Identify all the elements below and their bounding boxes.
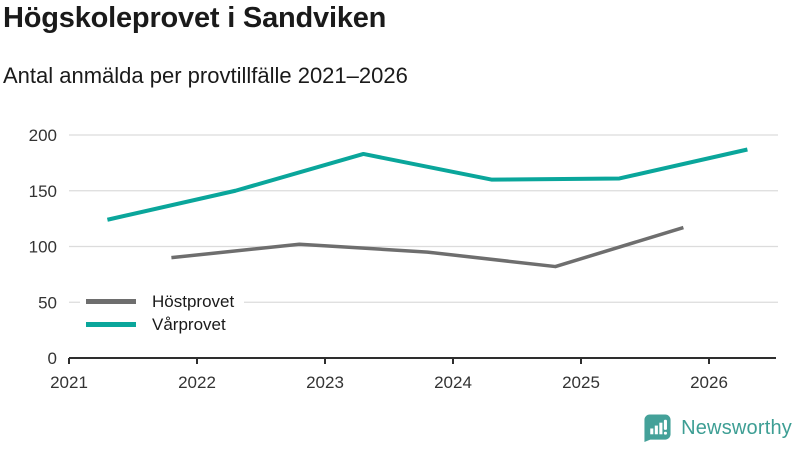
chart-legend: Höstprovet Vårprovet <box>80 289 245 337</box>
page-title: Högskoleprovet i Sandviken <box>3 2 387 34</box>
newsworthy-wordmark: Newsworthy <box>681 416 792 439</box>
legend-swatch-hostprovet <box>86 299 136 304</box>
x-tick-label-2023: 2023 <box>306 373 344 392</box>
x-tick-label-2021: 2021 <box>50 373 88 392</box>
x-tick-label-2026: 2026 <box>690 373 728 392</box>
page-subtitle: Antal anmälda per provtillfälle 2021–202… <box>3 63 408 88</box>
legend-item-hostprovet: Höstprovet <box>86 290 234 313</box>
y-tick-label-100: 100 <box>29 238 57 257</box>
y-tick-label-0: 0 <box>48 349 57 368</box>
legend-item-varprovet: Vårprovet <box>86 313 234 336</box>
legend-label-hostprovet: Höstprovet <box>152 291 235 311</box>
series-line-vrprovet <box>106 147 748 222</box>
x-tick-label-2024: 2024 <box>434 373 472 392</box>
legend-swatch-varprovet <box>86 322 136 327</box>
legend-label-varprovet: Vårprovet <box>152 314 226 334</box>
x-tick-label-2022: 2022 <box>178 373 216 392</box>
series-line-hstprovet <box>171 225 684 269</box>
x-tick-label-2025: 2025 <box>562 373 600 392</box>
y-tick-label-50: 50 <box>38 293 57 312</box>
y-tick-label-150: 150 <box>29 182 57 201</box>
newsworthy-icon <box>644 414 671 443</box>
newsworthy-logo: Newsworthy <box>643 413 792 443</box>
y-tick-label-200: 200 <box>29 126 57 145</box>
